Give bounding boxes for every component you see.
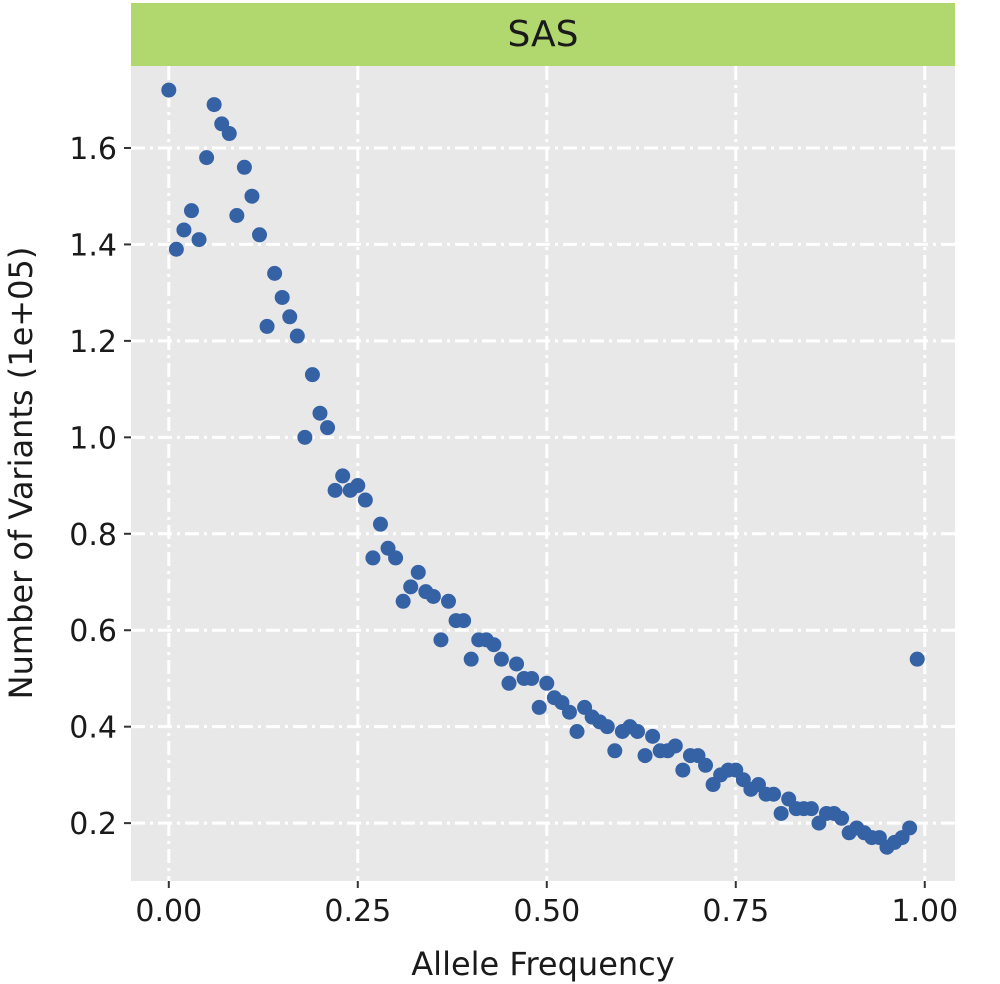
y-tick-label: 1.2 [69,325,117,360]
data-point [629,724,645,740]
data-point [698,757,714,773]
plot-panel [131,66,955,881]
data-point [289,328,305,344]
data-point [297,429,313,445]
x-tick-label: 1.00 [891,894,958,929]
data-point [425,588,441,604]
y-tick-label: 1.0 [69,421,117,456]
data-point [501,675,517,691]
data-point [161,82,177,98]
x-tick-label: 0.00 [135,894,202,929]
data-point [388,550,404,566]
data-point [350,478,366,494]
data-points [161,82,925,855]
data-point [607,743,623,759]
y-tick-label: 0.8 [69,518,117,553]
data-point [433,632,449,648]
data-point [176,222,192,238]
data-point [259,318,275,334]
facet-label: SAS [508,14,579,55]
data-point [509,656,525,672]
data-point [539,675,555,691]
data-point [335,468,351,484]
data-point [236,159,252,175]
data-point [312,405,328,421]
data-point [327,482,343,498]
data-point [909,651,925,667]
data-point [441,593,457,609]
data-point [365,550,381,566]
data-point [267,265,283,281]
y-axis-ticks: 0.2 0.4 0.6 0.8 1.0 1.2 1.4 1.6 [69,132,131,842]
data-point [667,738,683,754]
data-point [221,126,237,142]
x-tick-label: 0.25 [324,894,391,929]
data-point [675,762,691,778]
data-point [274,289,290,305]
data-point [773,805,789,821]
data-point [403,579,419,595]
y-tick-label: 0.4 [69,711,117,746]
data-point [463,651,479,667]
data-point [803,801,819,817]
data-point [282,309,298,325]
data-point [229,207,245,223]
data-point [599,719,615,735]
data-point [766,786,782,802]
y-tick-label: 1.6 [69,132,117,167]
data-point [834,810,850,826]
grid-lines [131,66,955,881]
data-point [561,704,577,720]
data-point [357,492,373,508]
data-point [645,728,661,744]
facet-strip [131,3,955,66]
x-axis-title: Allele Frequency [411,945,674,983]
x-tick-label: 0.75 [702,894,769,929]
data-point [569,724,585,740]
data-point [410,564,426,580]
x-axis-ticks: 0.00 0.25 0.50 0.75 1.00 [135,881,958,929]
data-point [531,699,547,715]
data-point [456,613,472,629]
data-point [486,637,502,653]
data-point [902,820,918,836]
data-point [304,367,320,383]
data-point [206,97,222,113]
data-point [244,188,260,204]
data-point [493,651,509,667]
y-tick-label: 0.2 [69,807,117,842]
data-point [524,670,540,686]
data-point [637,748,653,764]
data-point [252,227,268,243]
data-point [168,241,184,257]
data-point [191,232,207,248]
y-tick-label: 1.4 [69,228,117,263]
y-axis-title: Number of Variants (1e+05) [2,247,40,700]
data-point [199,150,215,166]
x-tick-label: 0.50 [513,894,580,929]
y-tick-label: 0.6 [69,614,117,649]
data-point [372,516,388,532]
data-point [183,203,199,219]
data-point [320,420,336,436]
data-point [395,593,411,609]
